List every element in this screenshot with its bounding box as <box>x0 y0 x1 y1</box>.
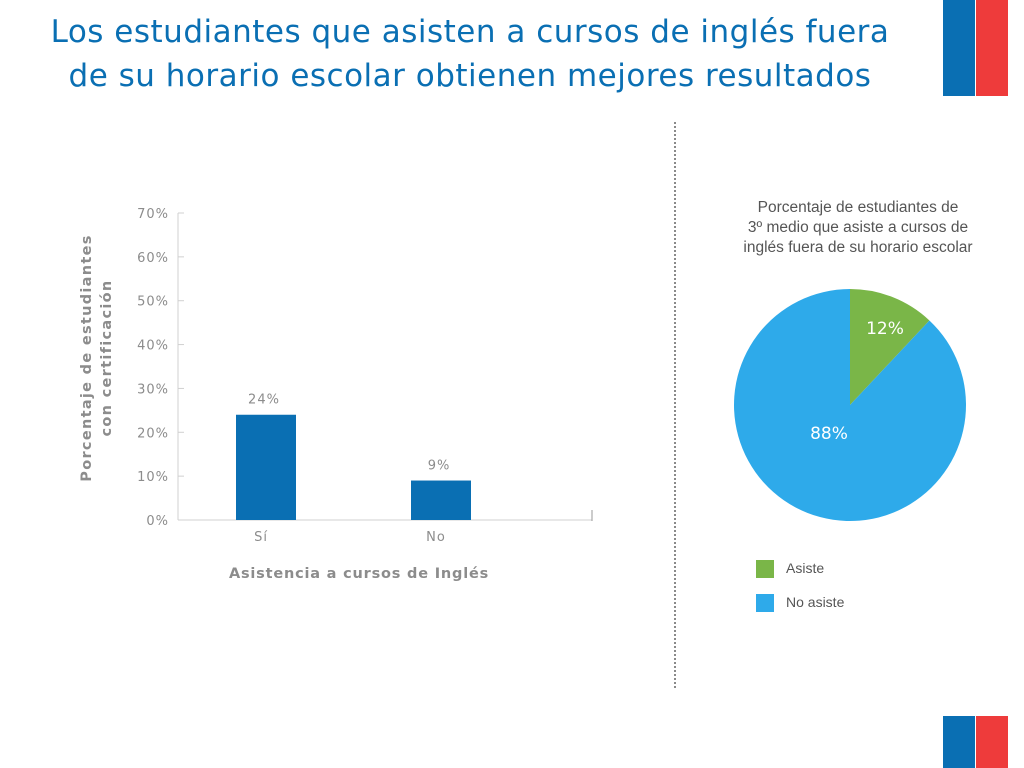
bar-value-label: 24% <box>248 393 280 408</box>
pie-slice-no-asiste <box>734 289 967 521</box>
flag-decoration-top <box>943 0 1008 96</box>
y-tick-label: 30% <box>137 382 169 397</box>
legend-label-asiste: Asiste <box>786 560 825 576</box>
y-axis-title-line-2: con certificación <box>99 279 115 436</box>
y-tick-label: 70% <box>137 207 169 222</box>
y-tick-label: 10% <box>137 470 169 485</box>
bar-si <box>236 414 296 520</box>
y-tick-label: 20% <box>137 426 169 441</box>
slide-title: Los estudiantes que asisten a cursos de … <box>0 10 940 98</box>
legend-swatch-no-asiste <box>756 594 774 612</box>
legend-label-no-asiste: No asiste <box>786 594 845 610</box>
bar-chart: 0% 10% 20% 30% 40% 50% 60% 70% 24% Sí 9% No Asistenc… <box>79 207 593 582</box>
slide-title-line-2: de su horario escolar obtienen mejores r… <box>68 58 872 94</box>
flag-decoration-bottom <box>943 716 1008 768</box>
bar-no <box>411 480 471 520</box>
pie-title-line-1: Porcentaje de estudiantes de <box>757 199 959 216</box>
y-axis-title: Porcentaje de estudiantes con certificaci… <box>79 234 115 481</box>
y-tick-label: 50% <box>137 295 169 310</box>
pie-slice-asiste <box>850 289 930 405</box>
pie-title-line-2: 3º medio que asiste a cursos de <box>747 219 969 236</box>
slide-title-line-1: Los estudiantes que asisten a cursos de … <box>50 14 890 50</box>
pie-value-label: 88% <box>810 424 848 444</box>
x-tick-label: Sí <box>254 530 268 545</box>
pie-value-label: 12% <box>866 319 904 339</box>
pie-title-line-3: inglés fuera de su horario escolar <box>743 239 973 256</box>
y-tick-label: 60% <box>137 251 169 266</box>
x-tick-label: No <box>426 530 446 545</box>
y-tick-label: 40% <box>137 339 169 354</box>
dotted-divider <box>674 122 676 688</box>
pie-chart-title: Porcentaje de estudiantes de 3º medio qu… <box>718 198 998 258</box>
y-tick-label: 0% <box>146 514 169 529</box>
bar-value-label: 9% <box>428 459 451 474</box>
x-axis-title: Asistencia a cursos de Inglés <box>229 566 489 582</box>
legend-swatch-asiste <box>756 560 774 578</box>
y-axis-title-line-1: Porcentaje de estudiantes <box>79 234 95 481</box>
